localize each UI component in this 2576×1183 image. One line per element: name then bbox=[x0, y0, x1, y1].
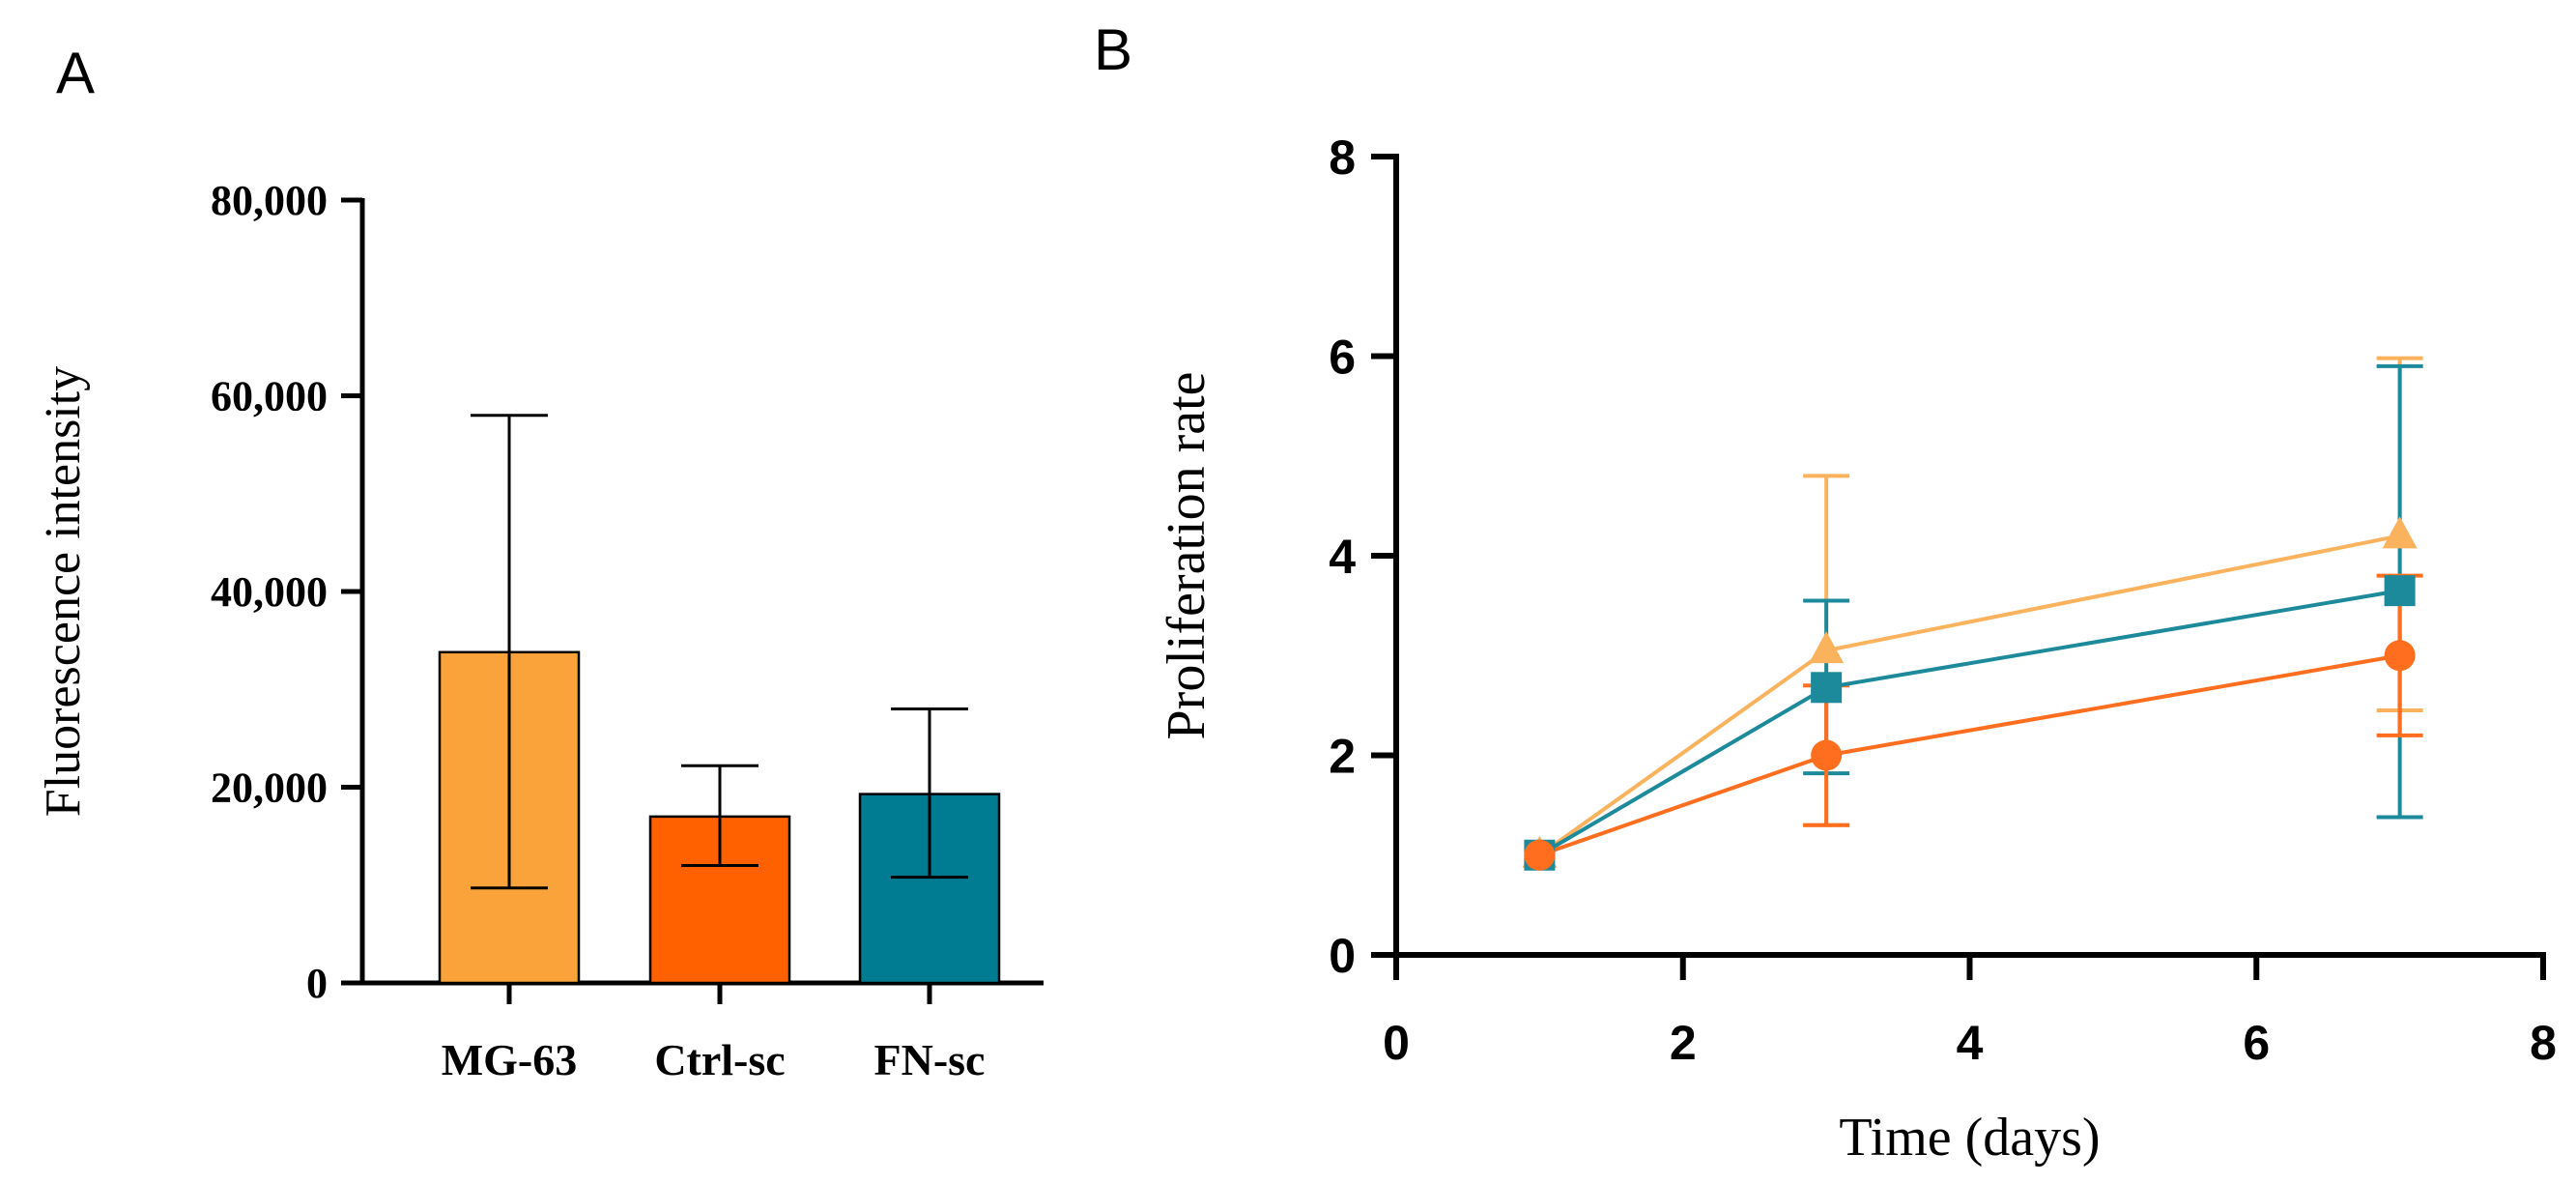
x-tick-label: 2 bbox=[1670, 1016, 1697, 1070]
data-point-ctrl-sc bbox=[2384, 640, 2416, 672]
y-axis-label: Fluorescence intensity bbox=[36, 366, 91, 817]
panel-a-letter: A bbox=[56, 41, 95, 105]
line-chart: 0 2 4 6 8 0 2 4 6 8 Time (days) Proliferation rate bbox=[1157, 130, 2557, 1168]
x-axis-label: Time (days) bbox=[1839, 1108, 2100, 1168]
y-tick-label: 20,000 bbox=[211, 765, 328, 812]
y-axis-label: Proliferation rate bbox=[1157, 372, 1216, 740]
y-tick-label: 6 bbox=[1329, 331, 1356, 385]
x-tick-label: 8 bbox=[2530, 1016, 2557, 1070]
data-point-fn-sc bbox=[1811, 672, 1843, 704]
y-tick-label: 2 bbox=[1329, 730, 1356, 784]
category-label: MG-63 bbox=[442, 1035, 578, 1084]
bar-chart: 0 20,000 40,000 60,000 80,000 Fluorescence in… bbox=[36, 177, 1044, 1084]
panel-b-letter: B bbox=[1094, 17, 1132, 82]
y-tick-label: 8 bbox=[1329, 130, 1356, 185]
series-line-fn-sc bbox=[1538, 589, 2400, 857]
x-tick-label: 0 bbox=[1383, 1016, 1410, 1070]
series-line-ctrl-sc bbox=[1538, 653, 2400, 857]
x-tick-label: 4 bbox=[1957, 1016, 1984, 1070]
y-tick-label: 0 bbox=[1329, 929, 1356, 983]
category-label: Ctrl-sc bbox=[654, 1035, 785, 1084]
data-point-ctrl-sc bbox=[1811, 739, 1843, 771]
x-tick-label: 6 bbox=[2243, 1016, 2270, 1070]
y-tick-label: 0 bbox=[306, 960, 328, 1007]
data-point-mg-63 bbox=[1809, 631, 1845, 664]
category-label: FN-sc bbox=[874, 1035, 986, 1084]
data-point-ctrl-sc bbox=[1524, 839, 1556, 871]
y-tick-label: 60,000 bbox=[211, 373, 328, 420]
y-tick-label: 4 bbox=[1329, 530, 1356, 584]
y-tick-label: 40,000 bbox=[211, 568, 328, 616]
y-tick-label: 80,000 bbox=[211, 177, 328, 224]
data-point-fn-sc bbox=[2384, 575, 2416, 607]
series-line-mg-63 bbox=[1538, 534, 2401, 857]
data-point-mg-63 bbox=[2382, 516, 2418, 549]
